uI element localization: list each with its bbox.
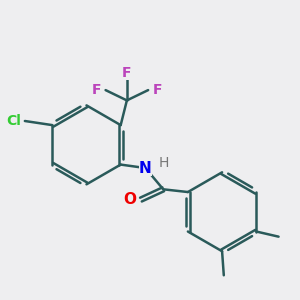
Text: F: F [92,83,101,97]
Text: N: N [139,160,152,175]
Text: Cl: Cl [6,114,21,128]
Text: O: O [123,192,136,207]
Text: F: F [152,83,162,97]
Text: F: F [122,66,132,80]
Text: H: H [158,156,169,170]
